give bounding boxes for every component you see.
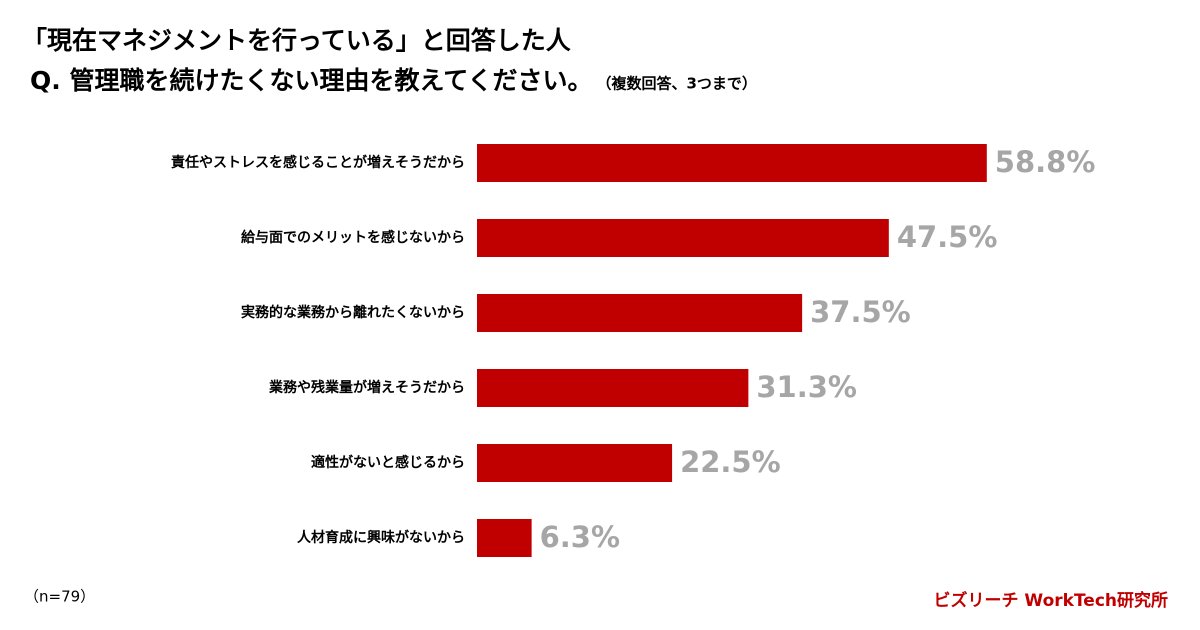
bar [477, 294, 803, 332]
value-label: 58.8% [995, 145, 1096, 179]
value-label: 31.3% [756, 370, 857, 404]
bar [477, 444, 673, 482]
bar [477, 519, 532, 557]
value-label: 6.3% [540, 520, 620, 554]
value-label: 37.5% [810, 295, 911, 329]
annotation: （複数回答、3つまで） [596, 75, 756, 93]
category-label: 実務的な業務から離れたくないから [241, 304, 465, 321]
chart-title: 「現在マネジメントを行っている」と回答した人 [22, 26, 571, 55]
category-label: 人材育成に興味がないから [297, 529, 465, 546]
source: ビズリーチ WorkTech研究所 [934, 590, 1168, 611]
category-label: 適性がないと感じるから [311, 454, 465, 471]
category-label: 給与面でのメリットを感じないから [241, 229, 465, 246]
chart-subtitle: Q. 管理職を続けたくない理由を教えてください。 [30, 66, 592, 95]
category-label: 業務や残業量が増えそうだから [268, 379, 465, 396]
bar [477, 219, 889, 257]
sample-note: （n=79） [24, 588, 95, 606]
value-label: 47.5% [897, 220, 998, 254]
bar [477, 144, 987, 182]
category-label: 責任やストレスを感じることが増えそうだから [171, 154, 465, 171]
value-label: 22.5% [680, 445, 781, 479]
bar [477, 369, 749, 407]
